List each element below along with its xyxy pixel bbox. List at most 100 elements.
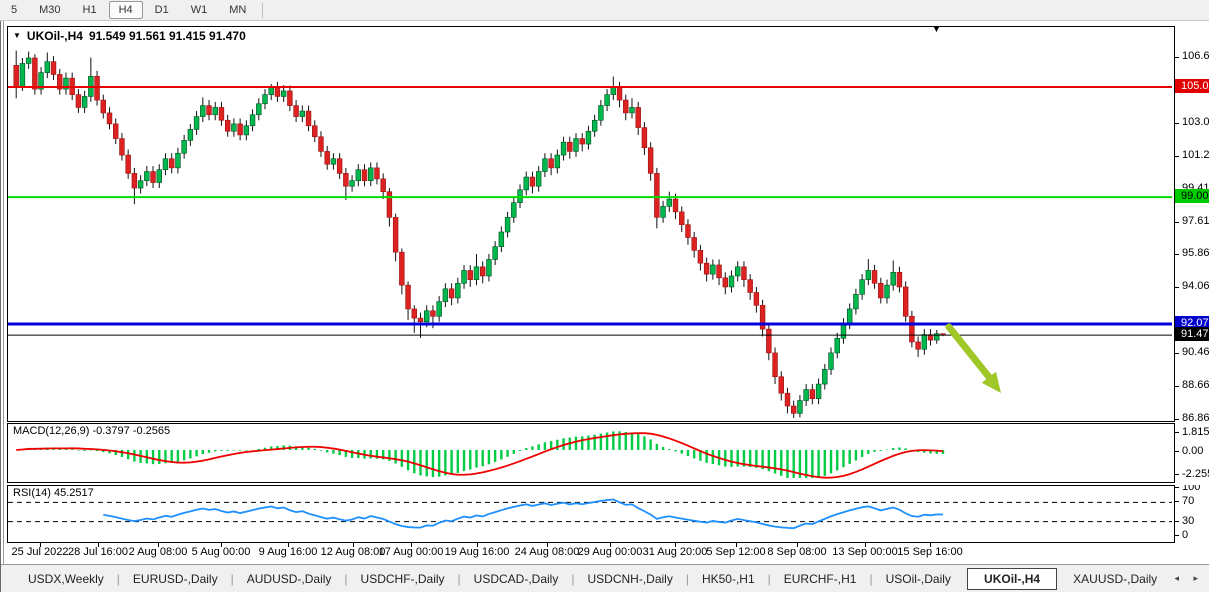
date-tick-label: 2 Aug 08:00	[128, 546, 188, 558]
date-axis[interactable]: 25 Jul 2022 28 Jul 16:00 2 Aug 08:00 5 Aug …	[7, 543, 1174, 562]
price-tick-label: 101.210	[1182, 149, 1209, 162]
date-tick-label: 12 Aug 08:00	[320, 546, 386, 558]
chart-tab-ukoil-h4[interactable]: UKOil-,H4	[967, 567, 1058, 590]
tab-separator: |	[457, 571, 461, 586]
rsi-canvas	[8, 498, 1172, 530]
timeframe-button-mn[interactable]: MN	[229, 4, 247, 16]
date-tick-label: 28 Jul 16:00	[68, 546, 128, 558]
chart-tab-eurusd-daily[interactable]: EURUSD-,Daily	[132, 571, 218, 586]
date-tick	[411, 543, 412, 547]
date-tick	[40, 543, 41, 547]
date-tick-label: 8 Sep 08:00	[767, 546, 827, 558]
price-tick-label: 95.860	[1182, 247, 1209, 260]
price-tick	[1175, 286, 1179, 288]
date-tick	[865, 543, 866, 547]
timeframe-button-h4[interactable]: H4	[108, 1, 143, 19]
date-tick-label: 9 Aug 16:00	[258, 546, 318, 558]
date-tick-label: 5 Sep 12:00	[706, 546, 766, 558]
chart-tab-usdchf-daily[interactable]: USDCHF-,Daily	[360, 571, 445, 586]
date-tick	[158, 543, 159, 547]
price-tick-label: 106.610	[1182, 50, 1209, 63]
timeframe-button-d1[interactable]: D1	[154, 4, 169, 16]
macd-axis: 1.8155 0.00 -2.2551	[1175, 423, 1209, 483]
timeframe-button-5[interactable]: 5	[11, 4, 18, 16]
rsi-tick-label: 100	[1182, 485, 1201, 493]
date-tick	[930, 543, 931, 547]
date-tick	[221, 543, 222, 547]
tab-separator: |	[116, 571, 120, 586]
chart-tab-usoil-daily[interactable]: USOil-,Daily	[885, 571, 951, 586]
macd-tick-label: 1.8155	[1182, 426, 1209, 439]
chart-tabs: USDX,Weekly | EURUSD-,Daily | AUDUSD-,Daily |…	[15, 567, 1170, 590]
price-chart-pane[interactable]: ▼ UKOil-,H4 91.549 91.561 91.415 91.470 …	[7, 24, 1175, 422]
date-tick	[353, 543, 354, 547]
chart-tab-audusd-daily[interactable]: AUDUSD-,Daily	[246, 571, 332, 586]
price-tick	[1175, 122, 1179, 124]
macd-tick	[1175, 474, 1179, 475]
tab-separator: |	[767, 571, 771, 586]
tab-separator: |	[344, 571, 348, 586]
macd-pane[interactable]: MACD(12,26,9) -0.3797 -0.2565	[7, 423, 1175, 483]
price-tick	[1175, 418, 1179, 420]
price-level-badge: 99.002	[1175, 189, 1209, 204]
date-tick	[288, 543, 289, 547]
price-tick	[1175, 385, 1179, 387]
chart-title: ▼ UKOil-,H4 91.549 91.561 91.415 91.470	[13, 29, 246, 43]
chart-tab-bar: USDX,Weekly | EURUSD-,Daily | AUDUSD-,Daily |…	[1, 564, 1209, 592]
toolbar-separator	[262, 2, 264, 18]
date-tick-label: 5 Aug 00:00	[191, 546, 251, 558]
rsi-axis: 100 70 30 0	[1175, 485, 1209, 543]
price-tick-label: 103.010	[1182, 116, 1209, 129]
date-tick-label: 29 Aug 00:00	[577, 546, 643, 558]
rsi-pane[interactable]: RSI(14) 45.2517	[7, 485, 1175, 543]
chart-symbol-label: UKOil-,H4	[26, 29, 83, 43]
price-tick-label: 97.610	[1182, 215, 1209, 228]
price-tick	[1175, 253, 1179, 255]
rsi-tick-label: 0	[1182, 529, 1189, 541]
chart-tab-eurchf-h1[interactable]: EURCHF-,H1	[783, 571, 857, 586]
chart-tab-usdcnh-daily[interactable]: USDCNH-,Daily	[587, 571, 673, 586]
timeframe-button-m30[interactable]: M30	[39, 4, 61, 16]
macd-canvas	[16, 431, 945, 479]
price-level-badge: 92.078	[1175, 316, 1209, 330]
price-tick	[1175, 352, 1179, 354]
tab-separator: |	[230, 571, 234, 586]
chart-window: ▼ UKOil-,H4 91.549 91.561 91.415 91.470 …	[0, 21, 1209, 592]
timeframe-button-w1[interactable]: W1	[190, 4, 208, 16]
price-level-badge: 105.015	[1175, 79, 1209, 93]
date-tick-label: 24 Aug 08:00	[514, 546, 580, 558]
chart-tab-usdx-weekly[interactable]: USDX,Weekly	[28, 571, 104, 586]
date-tick	[547, 543, 548, 547]
macd-tick	[1175, 451, 1179, 452]
timeframe-button-h1[interactable]: H1	[82, 4, 97, 16]
price-axis[interactable]: 106.610103.010101.21099.41097.61095.8609…	[1175, 26, 1209, 422]
date-tick	[736, 543, 737, 547]
date-tick-label: 17 Aug 00:00	[378, 546, 444, 558]
chart-shift-marker-icon[interactable]: ▼	[932, 24, 941, 34]
date-tick-label: 31 Aug 20:00	[642, 546, 708, 558]
tab-separator: |	[571, 571, 575, 586]
chart-ohlc-readout: 91.549 91.561 91.415 91.470	[88, 29, 246, 43]
date-tick-label: 13 Sep 00:00	[832, 546, 898, 558]
chart-dropdown-icon[interactable]: ▼	[13, 30, 21, 40]
candlestick-canvas[interactable]	[8, 27, 1172, 419]
chart-tab-hk50-h1[interactable]: HK50-,H1	[701, 571, 755, 586]
chart-tab-xauusd-daily[interactable]: XAUUSD-,Daily	[1073, 571, 1158, 586]
timeframe-buttons: 5 M30 H1 H4 D1 W1 MN	[0, 1, 257, 19]
price-tick-label: 90.460	[1182, 346, 1209, 359]
price-tick-label: 88.660	[1182, 379, 1209, 392]
chart-tab-usdcad-daily[interactable]: USDCAD-,Daily	[473, 571, 559, 586]
rsi-tick	[1175, 535, 1179, 536]
price-tick	[1175, 155, 1179, 157]
tab-scroll-buttons[interactable]: ◂ ▸	[1174, 573, 1204, 583]
price-tick	[1175, 56, 1179, 58]
date-tick-label: 15 Sep 16:00	[897, 546, 963, 558]
rsi-tick-label: 70	[1182, 495, 1195, 508]
timeframe-toolbar: 5 M30 H1 H4 D1 W1 MN	[0, 0, 1209, 21]
date-tick	[98, 543, 99, 547]
date-tick	[610, 543, 611, 547]
price-tick-label: 94.060	[1182, 280, 1209, 293]
date-tick-label: 25 Jul 2022	[11, 546, 69, 558]
macd-label: MACD(12,26,9) -0.3797 -0.2565	[13, 425, 171, 437]
